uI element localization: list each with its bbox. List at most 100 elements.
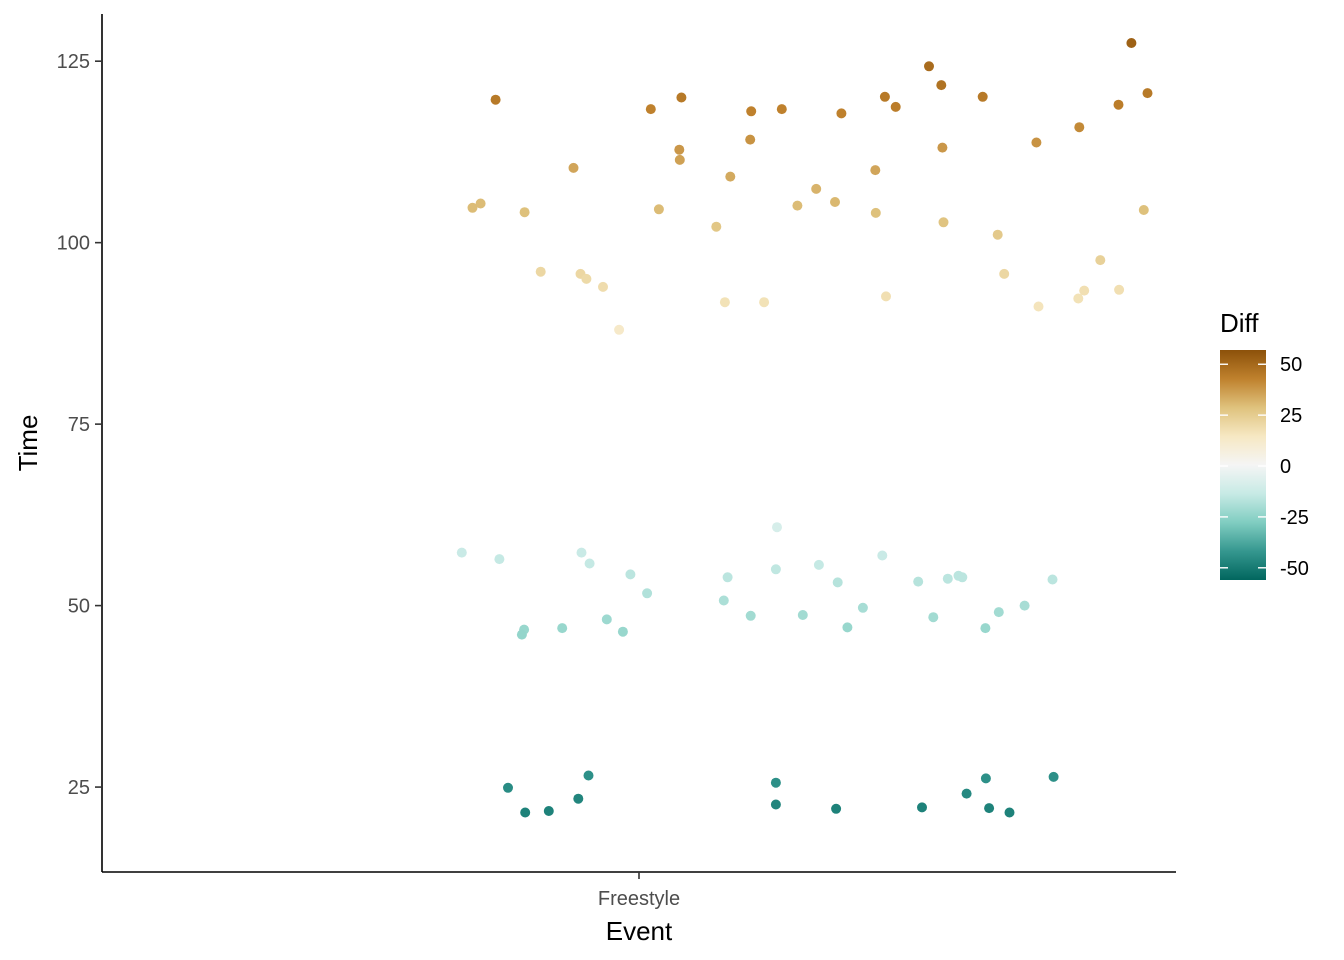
data-point <box>719 297 730 308</box>
data-point <box>601 614 612 625</box>
data-point <box>584 558 595 569</box>
data-point <box>745 134 756 145</box>
data-point <box>879 91 890 102</box>
data-point <box>557 623 568 634</box>
data-point <box>516 629 527 640</box>
data-point <box>890 101 901 112</box>
data-point <box>1004 807 1015 818</box>
data-point <box>928 612 939 623</box>
data-point <box>520 807 531 818</box>
data-point <box>745 610 756 621</box>
data-point <box>1114 284 1125 295</box>
y-axis-ticks: 25 50 75 100 125 <box>57 51 102 799</box>
data-point <box>674 144 685 155</box>
data-point <box>977 91 988 102</box>
data-point <box>770 564 781 575</box>
data-point <box>625 569 636 580</box>
data-point <box>494 554 505 565</box>
data-point <box>467 202 478 213</box>
data-point <box>1047 574 1058 585</box>
y-tick-label: 50 <box>68 596 90 618</box>
data-point <box>811 183 822 194</box>
data-point <box>722 572 733 583</box>
data-point <box>772 522 782 533</box>
data-point <box>711 221 722 232</box>
data-point <box>776 104 787 115</box>
data-point <box>1019 600 1030 611</box>
data-point <box>1033 301 1044 312</box>
data-point <box>984 803 995 814</box>
data-point <box>614 324 625 335</box>
data-point <box>917 802 927 813</box>
y-tick-label: 125 <box>57 51 90 73</box>
data-point <box>770 777 781 788</box>
data-point <box>836 108 847 119</box>
data-point <box>503 782 513 793</box>
data-point <box>581 273 592 284</box>
data-point <box>642 588 653 599</box>
data-point <box>980 623 991 634</box>
data-point <box>831 803 842 814</box>
legend-tick-label: 0 <box>1280 456 1291 478</box>
data-point <box>653 204 664 215</box>
data-point <box>830 197 840 207</box>
legend-colorbar <box>1220 350 1266 580</box>
data-point <box>725 171 736 182</box>
data-point <box>936 80 947 91</box>
data-point <box>1113 99 1124 110</box>
data-point <box>746 106 757 117</box>
x-axis-ticks: Freestyle <box>598 872 680 910</box>
data-point <box>456 547 467 558</box>
data-point <box>877 550 888 561</box>
y-tick-label: 25 <box>68 777 90 799</box>
data-point <box>832 577 843 588</box>
data-point <box>937 142 948 153</box>
data-point <box>870 165 881 176</box>
data-point <box>568 162 579 173</box>
data-point <box>1048 771 1059 782</box>
data-point <box>870 207 881 218</box>
data-point <box>718 595 729 606</box>
data-point <box>942 573 953 584</box>
data-point <box>842 622 853 633</box>
data-point <box>535 266 546 277</box>
legend-tick-label: -25 <box>1280 507 1309 529</box>
x-tick-label: Freestyle <box>598 888 680 910</box>
data-point <box>993 607 1004 618</box>
data-point <box>674 154 685 165</box>
y-axis-title: Time <box>13 415 43 472</box>
data-point <box>475 198 486 209</box>
legend-tick-label: -50 <box>1280 558 1309 580</box>
data-point <box>1074 122 1085 133</box>
data-point <box>961 788 972 799</box>
data-point <box>924 61 934 72</box>
data-point <box>598 281 608 292</box>
data-point <box>519 207 530 218</box>
data-point <box>1073 293 1084 304</box>
legend-title: Diff <box>1220 308 1259 338</box>
data-point <box>759 297 770 308</box>
legend-tick-label: 50 <box>1280 354 1302 376</box>
data-point <box>813 559 824 570</box>
data-point <box>913 576 924 587</box>
data-point <box>938 217 949 228</box>
color-legend: Diff 50 25 0 -25 -50 <box>1220 308 1309 580</box>
data-point <box>797 610 808 620</box>
data-point <box>881 291 891 302</box>
y-tick-label: 100 <box>57 233 90 255</box>
points-layer <box>456 38 1153 818</box>
data-point <box>573 793 584 804</box>
data-point <box>999 268 1010 279</box>
y-tick-label: 75 <box>68 414 90 436</box>
data-point <box>576 547 587 558</box>
data-point <box>645 104 656 115</box>
data-point <box>1138 205 1149 215</box>
x-axis-title: Event <box>606 916 673 946</box>
data-point <box>1031 137 1042 148</box>
data-point <box>490 94 501 105</box>
data-point <box>583 770 594 781</box>
legend-ticks: 50 25 0 -25 -50 <box>1220 354 1309 580</box>
data-point <box>792 200 803 211</box>
data-point <box>857 602 868 613</box>
data-point <box>1142 88 1153 99</box>
